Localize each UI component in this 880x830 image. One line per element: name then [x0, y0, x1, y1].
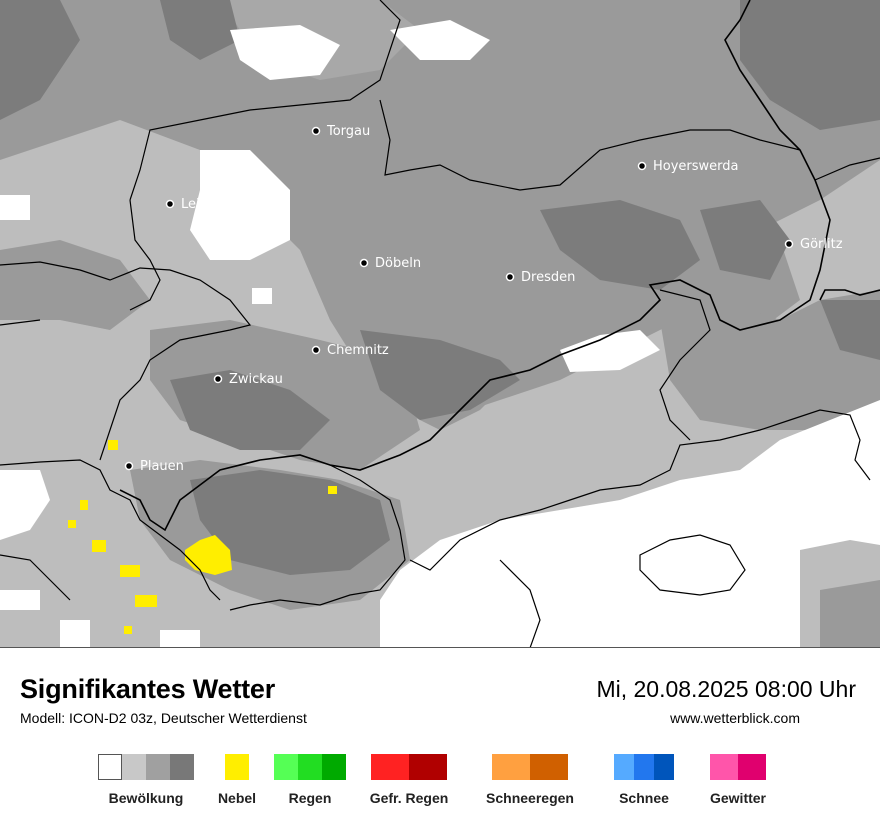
legend-swatch: [710, 754, 738, 780]
legend-label: Schnee: [619, 790, 669, 806]
city-label: Leipzig: [181, 197, 227, 212]
legend-swatch: [298, 754, 322, 780]
legend-gewitter: Gewitter: [696, 754, 780, 806]
legend-swatches: [696, 754, 780, 780]
legend-label: Bewölkung: [108, 790, 184, 806]
city-dot: [213, 374, 223, 384]
legend-swatches: [274, 754, 346, 780]
city-doebeln[interactable]: Döbeln: [359, 256, 422, 271]
legend-swatch: [530, 754, 568, 780]
legend-swatch: [634, 754, 654, 780]
legend-label: Gewitter: [709, 790, 766, 806]
legend-swatches: [470, 754, 590, 780]
legend-swatch: [98, 754, 122, 780]
city-goerlitz[interactable]: Görlitz: [784, 237, 843, 252]
city-dresden[interactable]: Dresden: [505, 270, 576, 285]
legend-swatches: [98, 754, 194, 780]
legend-swatch: [322, 754, 346, 780]
city-label: Zwickau: [229, 372, 283, 387]
city-label: Hoyerswerda: [653, 159, 739, 174]
map-footer: Signifikantes Wetter Modell: ICON-D2 03z…: [0, 648, 880, 830]
city-zwickau[interactable]: Zwickau: [213, 372, 283, 387]
legend-swatch: [654, 754, 674, 780]
legend-label: Nebel: [217, 790, 257, 806]
forecast-datetime: Mi, 20.08.2025 08:00 Uhr: [596, 676, 856, 702]
legend-nebel: Nebel: [206, 754, 268, 806]
legend-swatch: [122, 754, 146, 780]
legend-label: Regen: [288, 790, 332, 806]
fog-areas: [68, 440, 337, 634]
legend-swatch: [371, 754, 409, 780]
legend-label: Schneeregen: [486, 790, 574, 806]
legend-swatch: [274, 754, 298, 780]
city-label: Döbeln: [375, 256, 421, 271]
city-markers: Torgau Hoyerswerda Leipzig Görlitz Döbel…: [124, 124, 843, 474]
city-dot: [311, 126, 321, 136]
website-link[interactable]: www.wetterblick.com: [670, 710, 800, 726]
map-canvas: Torgau Hoyerswerda Leipzig Görlitz Döbel…: [0, 0, 880, 647]
weather-map: Torgau Hoyerswerda Leipzig Görlitz Döbel…: [0, 0, 880, 648]
city-chemnitz[interactable]: Chemnitz: [311, 343, 389, 358]
city-dot: [505, 272, 515, 282]
city-leipzig[interactable]: Leipzig: [165, 197, 227, 212]
legend-swatch: [225, 754, 249, 780]
city-dot: [359, 258, 369, 268]
city-dot: [124, 461, 134, 471]
legend-gefr-regen: Gefr. Regen: [354, 754, 464, 806]
legend-swatches: [604, 754, 684, 780]
legend-schnee: Schnee: [604, 754, 684, 806]
city-label: Görlitz: [800, 237, 843, 252]
cloud-patches-southeast: [800, 540, 880, 647]
legend-swatches: [206, 754, 268, 780]
city-torgau[interactable]: Torgau: [311, 124, 371, 139]
city-label: Torgau: [326, 124, 370, 139]
legend: Bewölkung Nebel Regen Gefr. Regen: [0, 754, 880, 814]
city-label: Chemnitz: [327, 343, 389, 358]
legend-swatch: [409, 754, 447, 780]
city-dot: [637, 161, 647, 171]
map-title: Signifikantes Wetter: [20, 674, 276, 704]
cloud-darkest-patches: [0, 0, 880, 575]
legend-schneeregen: Schneeregen: [470, 754, 590, 806]
city-label: Plauen: [140, 459, 184, 474]
legend-label: Gefr. Regen: [369, 790, 449, 806]
legend-swatch: [170, 754, 194, 780]
legend-swatch: [738, 754, 766, 780]
legend-regen: Regen: [274, 754, 346, 806]
city-dot: [311, 345, 321, 355]
legend-swatch: [614, 754, 634, 780]
clear-sky-areas: [0, 20, 880, 647]
city-plauen[interactable]: Plauen: [124, 459, 184, 474]
city-dot: [165, 199, 175, 209]
city-dot: [784, 239, 794, 249]
legend-swatch: [492, 754, 530, 780]
city-label: Dresden: [521, 270, 575, 285]
legend-swatch: [146, 754, 170, 780]
city-hoyerswerda[interactable]: Hoyerswerda: [637, 159, 739, 174]
legend-swatches: [354, 754, 464, 780]
borders: [0, 0, 880, 647]
legend-bewoelkung: Bewölkung: [98, 754, 194, 806]
model-source: Modell: ICON-D2 03z, Deutscher Wetterdie…: [20, 710, 307, 726]
